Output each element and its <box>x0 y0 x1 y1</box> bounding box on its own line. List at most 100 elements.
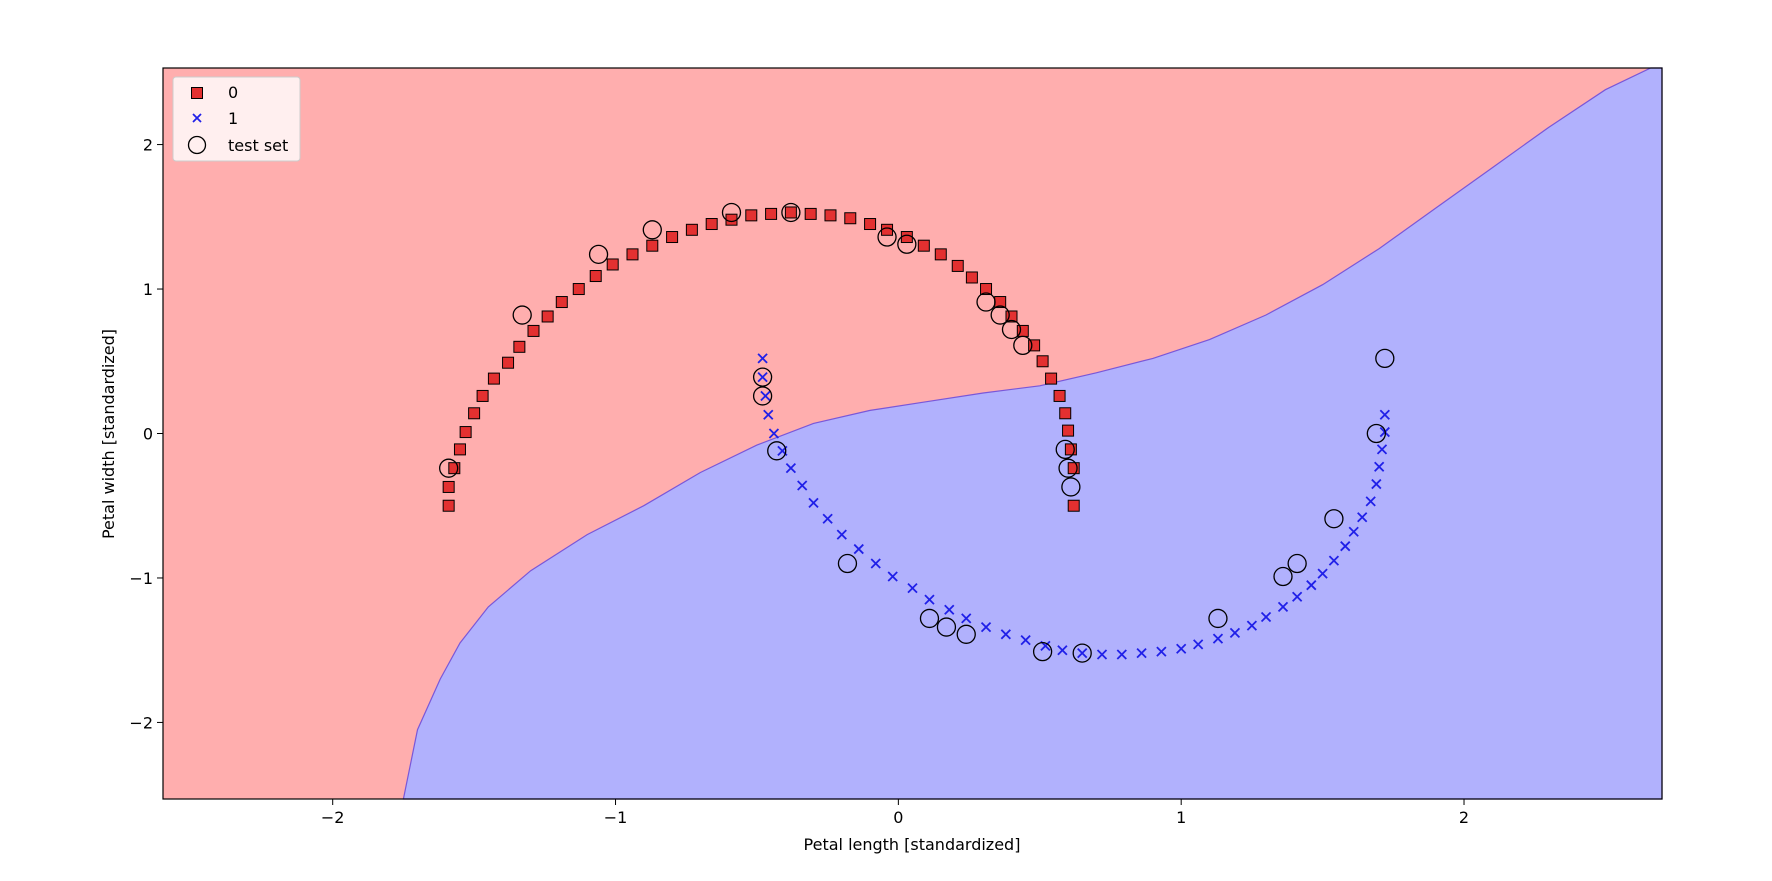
test-set-point <box>837 553 858 574</box>
class-0-point <box>448 462 461 475</box>
test-set-point <box>1055 439 1075 460</box>
class-1-point <box>757 353 768 364</box>
class-1-point <box>797 480 808 491</box>
x-tick-label: −2 <box>321 808 345 827</box>
class-1-point <box>1176 643 1187 654</box>
legend-test-set-label: test set <box>228 136 288 155</box>
test-set-point <box>956 624 976 644</box>
class-0-point <box>459 426 472 439</box>
data-marks <box>439 202 1395 663</box>
class-0-point <box>784 206 797 219</box>
y-axis-label: Petal width [standardized] <box>99 329 118 539</box>
x-tick-label: 0 <box>893 808 903 827</box>
class-1-point <box>808 497 819 508</box>
class-0-point <box>745 209 758 222</box>
class-1-point <box>1260 611 1272 623</box>
y-tick-label: 0 <box>143 425 153 444</box>
class-1-point <box>1328 555 1340 566</box>
class-1-point <box>980 621 992 633</box>
class-0-point <box>487 372 500 385</box>
test-set-point <box>439 458 459 478</box>
class-1-point <box>1156 646 1167 657</box>
class-1-point <box>1376 444 1388 455</box>
test-set-point <box>1324 509 1344 529</box>
class-0-point <box>864 218 877 231</box>
class-1-point <box>853 543 864 555</box>
class-1-point <box>1365 496 1376 507</box>
class-1-point <box>1306 580 1317 591</box>
class-0-point <box>844 212 857 225</box>
class-1-point <box>822 513 833 524</box>
test-set-point <box>1208 608 1228 629</box>
class-0-point <box>468 407 481 420</box>
plot-area <box>162 67 1663 800</box>
class-1-point <box>887 571 898 582</box>
class-1-point <box>1348 526 1359 537</box>
class-0-point <box>513 340 526 353</box>
test-set-point <box>1032 641 1053 662</box>
class-1-point <box>1340 541 1351 552</box>
class-0-point <box>502 356 515 369</box>
class-1-point <box>836 529 847 540</box>
y-tick-label: −1 <box>129 569 153 588</box>
legend-box <box>172 76 301 162</box>
class-1-point <box>1000 629 1011 640</box>
test-set-point <box>1287 553 1307 574</box>
legend-class-1-marker <box>192 113 202 123</box>
x-tick-label: −1 <box>604 808 628 827</box>
class-0-point <box>606 258 619 271</box>
class-0-point <box>1067 462 1080 475</box>
class-1-point <box>1371 478 1382 490</box>
class-0-point <box>1059 407 1072 420</box>
class-0-point <box>900 231 913 244</box>
test-set-point <box>1001 319 1022 340</box>
test-set-point <box>721 202 742 223</box>
class-1-point <box>1246 620 1258 631</box>
class-0-point <box>965 271 978 284</box>
test-set-point <box>1072 643 1092 663</box>
class-0-point <box>555 296 568 309</box>
class-0-point <box>572 283 585 296</box>
class-0-point <box>1028 339 1041 352</box>
y-tick-label: −2 <box>129 713 153 732</box>
class-0-point <box>527 324 540 337</box>
class-1-point <box>763 409 774 420</box>
class-0-point <box>980 283 993 296</box>
class-0-point <box>666 231 679 244</box>
test-set-point <box>1375 348 1395 369</box>
legend-class-0-marker <box>191 87 203 99</box>
class-0-point <box>442 499 455 512</box>
class-0-point <box>804 207 817 220</box>
class-0-point <box>453 443 466 456</box>
class-1-point <box>1292 591 1303 602</box>
legend-test-set-marker <box>187 135 207 155</box>
y-axis-ticks: −2 −1 0 1 2 <box>129 136 163 732</box>
test-set-point <box>1013 335 1033 356</box>
class-0-point <box>442 480 455 493</box>
class-1-point <box>924 594 935 605</box>
x-axis-ticks: −2 −1 0 1 2 <box>321 799 1469 827</box>
x-tick-label: 2 <box>1459 808 1469 827</box>
test-set-point <box>588 244 609 265</box>
test-set-point <box>1058 458 1078 478</box>
region-class-1 <box>402 67 1663 800</box>
class-1-point <box>944 604 955 615</box>
class-1-point <box>1357 512 1368 523</box>
test-set-point <box>752 367 773 387</box>
test-set-point <box>512 305 532 325</box>
class-1-point <box>757 372 768 383</box>
test-set-point <box>990 305 1010 325</box>
legend-class-1-label: 1 <box>228 109 238 128</box>
class-1-point <box>1379 409 1390 420</box>
class-1-point <box>1057 645 1068 656</box>
class-0-point <box>626 248 639 261</box>
class-1-point <box>1212 633 1224 644</box>
test-set-point <box>1273 566 1293 587</box>
test-set-point <box>752 386 773 406</box>
class-0-point <box>1064 443 1077 456</box>
y-tick-label: 1 <box>143 280 153 299</box>
class-1-point <box>1193 639 1204 650</box>
class-1-point <box>768 428 780 439</box>
class-0-point <box>934 248 947 261</box>
